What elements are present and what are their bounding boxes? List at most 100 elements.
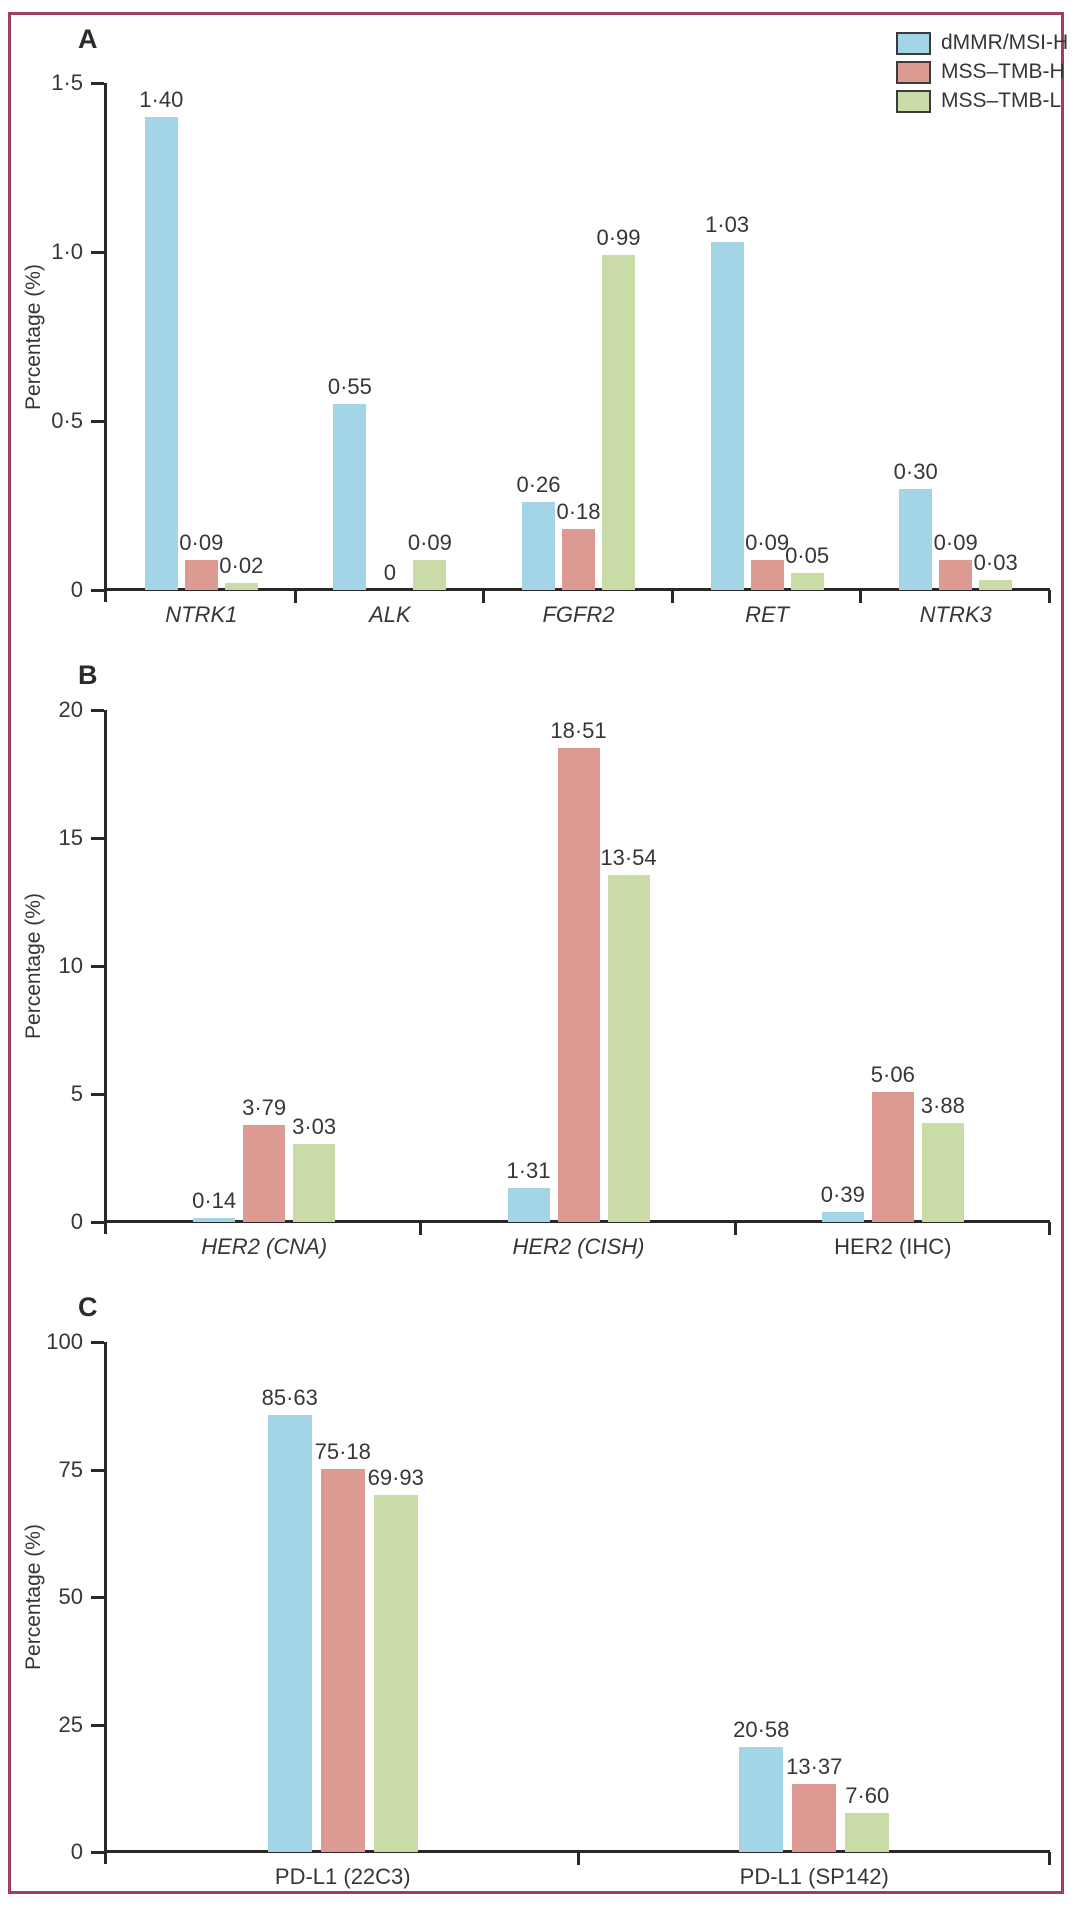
y-tick-label: 100: [46, 1329, 83, 1354]
bar: [871, 1092, 914, 1222]
bar: [921, 1123, 964, 1222]
value-label: 0·39: [820, 1182, 865, 1207]
x-tick: [419, 1222, 423, 1235]
value-label: 1·40: [139, 87, 184, 112]
x-category-label: NTRK3: [919, 602, 992, 627]
value-label: 75·18: [314, 1439, 371, 1464]
bar: [562, 529, 595, 590]
value-label: 13·54: [600, 845, 657, 870]
legend-item: dMMR/MSI-H: [896, 31, 1068, 55]
y-tick-label: 10: [58, 953, 83, 978]
y-tick: [91, 251, 104, 254]
value-label: 0·14: [192, 1188, 237, 1213]
x-tick: [1048, 590, 1051, 603]
y-tick: [91, 1468, 104, 1472]
value-label: 0·03: [973, 550, 1018, 575]
legend-item: MSS–TMB-H: [896, 60, 1068, 84]
y-tick-label: 15: [58, 825, 83, 850]
legend-label: MSS–TMB-H: [941, 60, 1065, 83]
x-tick: [1048, 1852, 1051, 1865]
y-tick-label: 0: [70, 1209, 83, 1234]
y-axis-line: [104, 1342, 107, 1864]
bar: [243, 1125, 286, 1222]
value-label: 13·37: [786, 1754, 843, 1779]
value-label: 0·09: [933, 530, 978, 555]
x-category-label: PD-L1 (SP142): [739, 1864, 889, 1889]
value-label: 0·18: [556, 499, 601, 524]
y-tick: [91, 837, 104, 840]
y-tick-label: 1·0: [51, 239, 83, 264]
x-category-label: HER2 (CISH): [512, 1234, 645, 1259]
y-tick: [91, 1221, 104, 1224]
y-tick-label: 20: [58, 697, 83, 722]
bar: [607, 875, 650, 1222]
value-label: 1·03: [705, 212, 750, 237]
bar: [507, 1188, 550, 1222]
y-tick: [91, 1851, 104, 1854]
value-label: 85·63: [261, 1385, 318, 1410]
y-axis-line: [104, 710, 107, 1234]
legend-swatch-dmmr-msi-h: [896, 31, 931, 55]
x-tick: [576, 1852, 580, 1865]
value-label: 1·31: [506, 1158, 551, 1183]
legend-label: MSS–TMB-L: [941, 89, 1062, 112]
value-label: 69·93: [367, 1465, 424, 1490]
bar: [557, 748, 600, 1222]
bar: [320, 1469, 365, 1852]
x-category-label: FGFR2: [542, 602, 615, 627]
y-tick: [91, 82, 104, 85]
bar: [144, 117, 178, 590]
bar: [899, 489, 933, 590]
x-category-label: PD-L1 (22C3): [274, 1864, 411, 1889]
bar: [792, 1784, 837, 1852]
x-tick: [859, 590, 863, 603]
y-tick-label: 5: [70, 1081, 83, 1106]
bar: [821, 1212, 864, 1222]
value-label: 0·55: [327, 374, 372, 399]
value-label: 0: [383, 560, 397, 585]
y-axis-line: [104, 83, 107, 602]
legend: dMMR/MSI-H MSS–TMB-H MSS–TMB-L: [896, 31, 1068, 120]
y-tick-label: 0·5: [51, 408, 83, 433]
y-tick-label: 25: [58, 1711, 83, 1737]
x-category-label: HER2 (CNA): [201, 1234, 328, 1259]
value-label: 0·02: [219, 553, 264, 578]
value-label: 3·88: [920, 1093, 965, 1118]
value-label: 5·06: [870, 1062, 915, 1087]
x-tick: [733, 1222, 737, 1235]
x-category-label: RET: [745, 602, 790, 627]
bar: [293, 1144, 336, 1222]
value-label: 0·99: [596, 225, 641, 250]
x-tick: [670, 590, 674, 603]
bar: [333, 404, 367, 590]
y-tick-label: 0: [70, 577, 83, 602]
panel-label-b: B: [78, 660, 98, 690]
bar: [184, 560, 218, 590]
x-category-label: NTRK1: [165, 602, 238, 627]
y-tick: [91, 709, 104, 712]
y-tick: [91, 1596, 104, 1599]
x-category-label: HER2 (IHC): [834, 1234, 952, 1259]
y-tick: [91, 1723, 104, 1727]
bar: [413, 560, 447, 590]
value-label: 0·05: [785, 543, 830, 568]
y-tick-label: 75: [58, 1456, 83, 1482]
legend-swatch-mss-tmb-h: [896, 60, 931, 84]
y-tick-label: 50: [58, 1584, 83, 1609]
value-label: 0·09: [179, 530, 224, 555]
bar: [193, 1218, 236, 1222]
bar: [602, 255, 635, 590]
value-label: 0·09: [745, 530, 790, 555]
value-label: 0·30: [893, 459, 938, 484]
value-label: 3·79: [242, 1095, 287, 1120]
y-tick-label: 1·5: [51, 70, 83, 95]
bar: [522, 502, 555, 590]
panel-label-c: C: [78, 1292, 98, 1322]
panel-label-a: A: [78, 24, 98, 54]
